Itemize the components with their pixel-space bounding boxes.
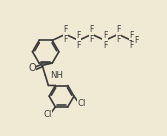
Text: F: F — [63, 35, 68, 44]
Text: F: F — [129, 41, 133, 50]
Text: F: F — [135, 36, 139, 45]
Text: F: F — [116, 35, 120, 44]
Text: F: F — [103, 30, 107, 40]
Text: Cl: Cl — [77, 99, 86, 108]
Text: F: F — [103, 41, 107, 50]
Text: F: F — [90, 35, 94, 44]
Text: F: F — [76, 41, 81, 50]
Text: NH: NH — [50, 71, 63, 80]
Text: F: F — [129, 30, 133, 40]
Text: Cl: Cl — [43, 110, 52, 119]
Text: F: F — [116, 25, 120, 34]
Text: O: O — [28, 64, 36, 73]
Text: F: F — [63, 25, 68, 34]
Text: F: F — [90, 25, 94, 34]
Text: F: F — [76, 30, 81, 40]
